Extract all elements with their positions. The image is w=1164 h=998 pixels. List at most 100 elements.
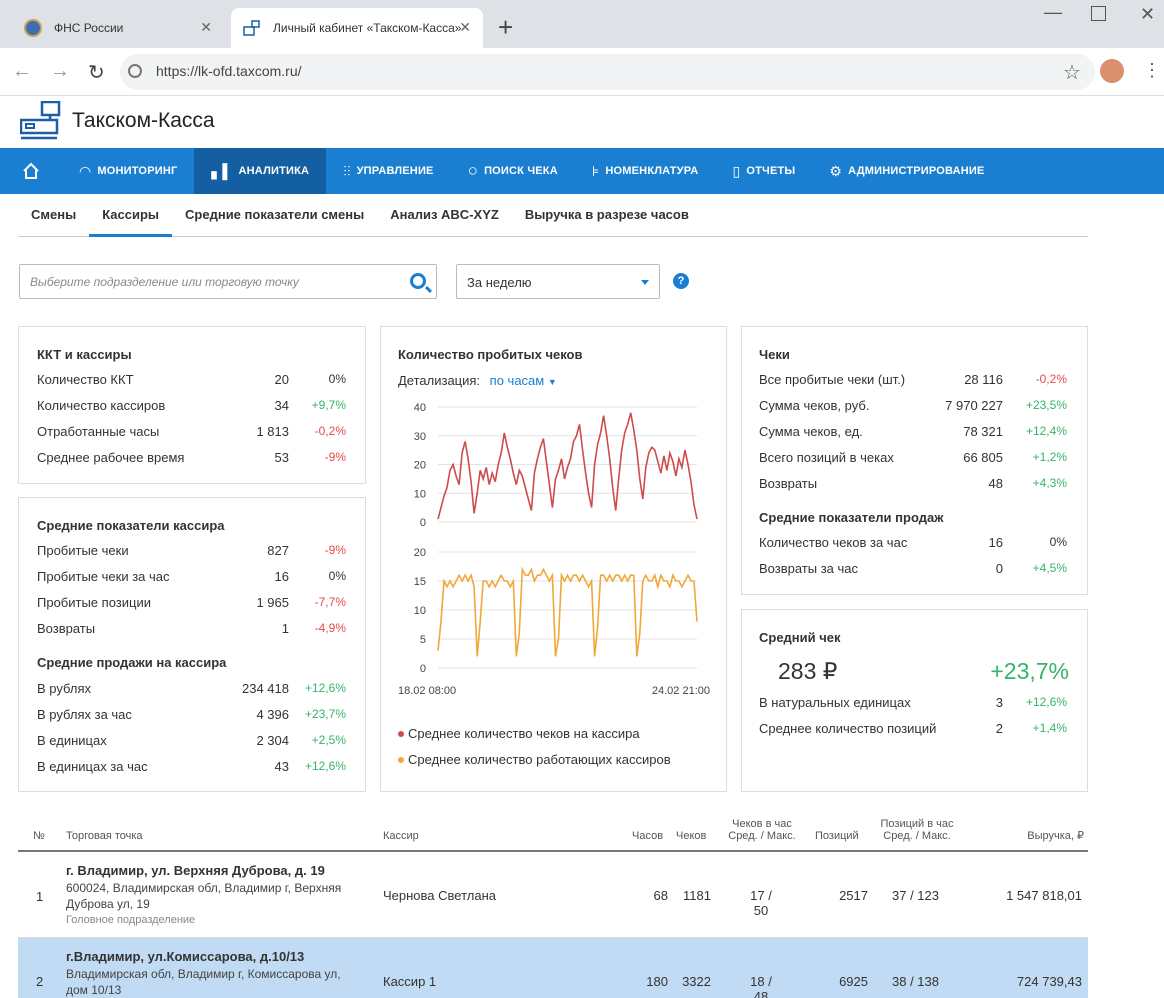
metric-change: +4,5% — [1032, 561, 1067, 575]
metric-label: Количество чеков за час — [759, 535, 908, 550]
header-line: Сред. / Макс. — [728, 830, 796, 842]
metric-value: 20 — [274, 372, 289, 387]
cashier-averages-card: Средние показатели кассира Средние прода… — [18, 497, 366, 792]
window-close-icon[interactable]: ✕ — [1140, 4, 1156, 24]
metric-label: Отработанные часы — [37, 424, 160, 439]
browser-tab-taxcom[interactable]: Личный кабинет «Такском-Касса» ✕ — [231, 8, 483, 48]
bar-chart-icon: ▖▌ — [211, 162, 233, 179]
legend-label: Среднее количество чеков на кассира — [408, 726, 640, 741]
metric-row: Среднее количество позиций 2 +1,4% — [759, 721, 1069, 737]
metric-label: Возвраты за час — [759, 561, 859, 576]
table-row-selected[interactable]: 2 г.Владимир, ул.Комиссарова, д.10/13 Вл… — [18, 938, 1088, 998]
col-header-hours[interactable]: Часов — [632, 830, 664, 842]
y-tick-label: 10 — [414, 605, 426, 617]
site-info-icon[interactable] — [128, 64, 142, 78]
search-icon[interactable] — [410, 273, 426, 289]
metric-change: +23,7% — [304, 707, 346, 721]
nav-label: АДМИНИСТРИРОВАНИЕ — [848, 165, 985, 177]
metric-label: В рублях за час — [37, 707, 132, 722]
forward-arrow-icon[interactable]: → — [50, 60, 70, 82]
nav-nomenclature[interactable]: ⊧ НОМЕНКЛАТУРА — [575, 148, 716, 194]
nav-label: УПРАВЛЕНИЕ — [356, 165, 434, 177]
help-icon[interactable]: ? — [673, 273, 689, 289]
card-title: Чеки — [759, 347, 790, 362]
col-header-revenue[interactable]: Выручка, ₽ — [1027, 830, 1084, 842]
subtab-shift-averages[interactable]: Средние показатели смены — [185, 207, 365, 222]
metric-label: Среднее рабочее время — [37, 450, 185, 465]
nav-management[interactable]: ⫶⫶ УПРАВЛЕНИЕ — [326, 148, 450, 194]
metric-label: Среднее количество позиций — [759, 721, 937, 736]
document-icon: ▯ — [732, 162, 741, 179]
nav-analytics[interactable]: ▖▌ АНАЛИТИКА — [194, 148, 327, 194]
table-row[interactable]: 1 г. Владимир, ул. Верхняя Дуброва, д. 1… — [18, 852, 1088, 938]
row-num: 2 — [36, 974, 44, 989]
new-tab-button[interactable]: + — [498, 12, 514, 42]
col-header-positions[interactable]: Позиций — [815, 830, 859, 842]
metric-value: 1 813 — [256, 424, 289, 439]
subtab-shifts[interactable]: Смены — [31, 207, 77, 222]
metric-change: -9% — [324, 450, 346, 464]
col-header-num: № — [33, 830, 45, 842]
nav-label: НОМЕНКЛАТУРА — [605, 165, 699, 177]
hours-cell: 180 — [646, 974, 668, 989]
legend-dot-icon — [398, 731, 404, 737]
metric-change: -7,7% — [314, 595, 346, 609]
legend-item: Среднее количество работающих кассиров — [398, 752, 671, 767]
nav-reports[interactable]: ▯ ОТЧЕТЫ — [715, 148, 812, 194]
metric-row: Пробитые позиции 1 965 -7,7% — [37, 595, 347, 611]
card-subtitle: Средние продажи на кассира — [37, 655, 227, 670]
col-header-positions-per-hour[interactable]: Позиций в час Сред. / Макс. — [873, 818, 961, 842]
minimize-icon[interactable]: — — [1044, 2, 1062, 22]
division-search-input[interactable]: Выберите подразделение или торговую точк… — [19, 264, 437, 299]
subtab-abc-xyz[interactable]: Анализ ABC-XYZ — [390, 207, 499, 222]
browser-tab-fns[interactable]: ФНС России ✕ — [14, 8, 224, 48]
bookmark-star-icon[interactable]: ☆ — [1063, 62, 1081, 84]
register-favicon-icon — [243, 19, 261, 37]
metric-label: Количество ККТ — [37, 372, 134, 387]
metric-row: Пробитые чеки за час 16 0% — [37, 569, 347, 585]
header-line: Позиций в час — [880, 818, 954, 830]
metric-change: -9% — [324, 543, 346, 557]
back-arrow-icon[interactable]: ← — [12, 60, 32, 82]
col-header-checks[interactable]: Чеков — [676, 830, 707, 842]
checks-per-hour-cell: 18 / 48 — [750, 974, 772, 998]
metric-change: +12,6% — [1025, 695, 1067, 709]
metric-row: Сумма чеков, ед. 78 321 +12,4% — [759, 424, 1069, 440]
receipts-line-chart: 40 30 20 10 0 20 15 10 5 0 18.02 08:00 24.02 21:00 — [398, 402, 710, 697]
subtab-cashiers[interactable]: Кассиры — [89, 194, 173, 237]
detail-label: Детализация: — [398, 373, 481, 388]
home-nav-button[interactable] — [0, 148, 62, 194]
col-header-cashier[interactable]: Кассир — [383, 830, 419, 842]
reload-icon[interactable]: ↻ — [88, 62, 105, 84]
cash-register-logo-icon — [20, 101, 61, 140]
nav-label: ПОИСК ЧЕКА — [484, 165, 558, 177]
detail-select[interactable]: по часам ▼ — [490, 373, 557, 388]
metric-change: -0,2% — [1035, 372, 1067, 386]
metric-row: Все пробитые чеки (шт.) 28 116 -0,2% — [759, 372, 1069, 388]
subtab-hourly-revenue[interactable]: Выручка в разрезе часов — [524, 207, 689, 222]
nav-administration[interactable]: ⚙ АДМИНИСТРИРОВАНИЕ — [812, 148, 1001, 194]
nav-monitoring[interactable]: ◠ МОНИТОРИНГ — [62, 148, 194, 194]
metric-value: 16 — [274, 569, 289, 584]
brand-header[interactable]: Такском-Касса — [20, 101, 215, 141]
row-num: 1 — [36, 889, 44, 904]
receipts-chart-card: Количество пробитых чеков Детализация: п… — [380, 326, 727, 792]
card-title: ККТ и кассиры — [37, 347, 132, 362]
profile-avatar[interactable] — [1100, 59, 1124, 83]
period-select[interactable]: За неделю — [456, 264, 660, 299]
header-line: Сред. / Макс. — [883, 830, 951, 842]
browser-menu-icon[interactable]: ⋮ — [1143, 60, 1161, 80]
url-field[interactable]: https://lk-ofd.taxcom.ru/ — [120, 54, 1095, 90]
col-header-checks-per-hour[interactable]: Чеков в час Сред. / Макс. — [722, 818, 802, 842]
y-tick-label: 20 — [414, 547, 426, 559]
checks-cell: 1181 — [683, 888, 711, 903]
maximize-icon[interactable] — [1091, 6, 1106, 21]
metric-label: Сумма чеков, руб. — [759, 398, 870, 413]
revenue-cell: 1 547 818,01 — [1006, 888, 1082, 903]
nav-receipt-search[interactable]: ○ ПОИСК ЧЕКА — [451, 148, 575, 194]
close-tab-icon[interactable]: ✕ — [200, 19, 212, 35]
close-tab-icon[interactable]: ✕ — [459, 19, 471, 35]
metric-row: Пробитые чеки 827 -9% — [37, 543, 347, 559]
series-line — [437, 566, 698, 657]
col-header-point[interactable]: Торговая точка — [66, 830, 143, 842]
